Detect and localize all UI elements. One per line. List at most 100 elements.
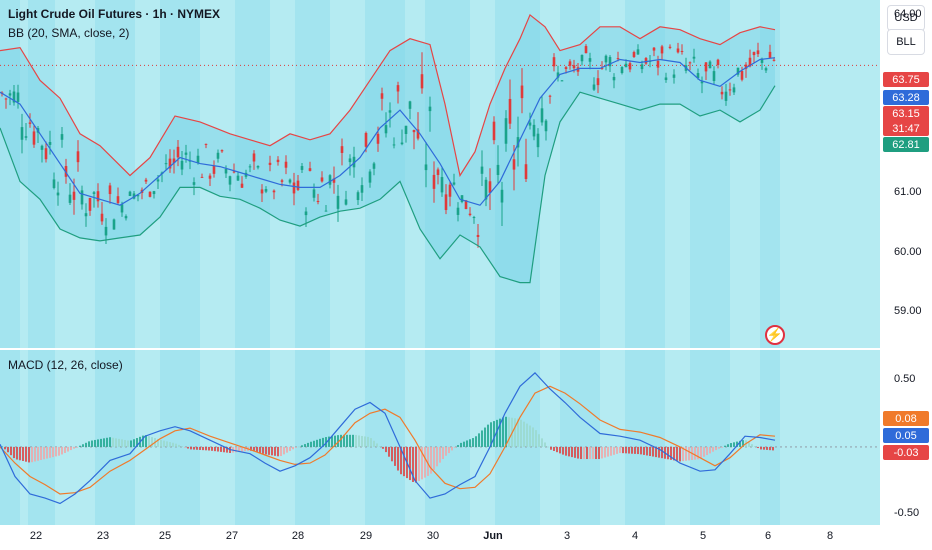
candle-body (548, 95, 552, 97)
candle-body (716, 59, 720, 66)
candle-body (492, 121, 496, 141)
candle-body (604, 55, 608, 63)
macd-histogram-bar (331, 436, 333, 447)
macd-histogram-bar (730, 443, 732, 447)
macd-histogram-bar (712, 446, 714, 452)
macd-histogram-bar (238, 446, 240, 452)
candle-body (20, 127, 24, 140)
macd-histogram-bar (256, 446, 258, 453)
macd-histogram-bar (460, 442, 462, 447)
macd-histogram-bar (352, 434, 354, 447)
macd-histogram-bar (376, 443, 378, 447)
candle-body (300, 166, 304, 170)
macd-histogram-bar (505, 416, 507, 447)
macd-histogram-bar (121, 439, 123, 447)
candle-body (704, 62, 708, 72)
candle-body (376, 133, 380, 144)
candle-body (184, 152, 188, 155)
candle-body (352, 156, 356, 168)
candle-body (68, 194, 72, 203)
macd-histogram-bar (100, 438, 102, 447)
candle-body (256, 165, 260, 168)
macd-histogram-bar (757, 446, 759, 449)
macd-histogram-bar (37, 446, 39, 461)
macd-histogram-bar (358, 435, 360, 447)
macd-histogram-bar (427, 446, 429, 476)
candle-body (724, 91, 728, 101)
candle-body (152, 191, 156, 195)
macd-histogram-bar (481, 430, 483, 447)
time-tick: 27 (225, 530, 239, 542)
candle-body (372, 163, 376, 169)
candle-body (280, 180, 284, 182)
candle-body (748, 57, 752, 67)
candle-body (464, 200, 468, 210)
macd-histogram-bar (439, 446, 441, 463)
candle-body (204, 143, 208, 145)
macd-histogram-bar (604, 446, 606, 458)
time-tick: 28 (291, 530, 305, 542)
candle-body (132, 193, 136, 199)
macd-histogram-bar (742, 440, 744, 447)
candle-body (76, 151, 80, 163)
candle-body (656, 60, 660, 68)
candle-body (32, 131, 36, 145)
macd-histogram-bar (19, 446, 21, 461)
candle-body (772, 59, 776, 61)
macd-histogram-bar (361, 435, 363, 447)
bb-lower-tag: 62.81 (883, 137, 929, 152)
macd-histogram-bar (367, 436, 369, 447)
macd-histogram-bar (409, 446, 411, 481)
candle-body (712, 71, 716, 82)
macd-histogram-bar (472, 438, 474, 447)
candle-body (48, 141, 52, 145)
macd-histogram-bar (469, 439, 471, 447)
macd-histogram-bar (634, 446, 636, 454)
candle-body (532, 124, 536, 137)
candle-body (108, 185, 112, 195)
unit-button[interactable]: BLL (887, 29, 925, 55)
macd-histogram-bar (103, 438, 105, 447)
macd-histogram-bar (307, 442, 309, 447)
bb-legend[interactable]: BB (20, SMA, close, 2) (8, 26, 130, 40)
candle-body (276, 159, 280, 163)
macd-histogram-bar (565, 446, 567, 456)
macd-histogram-bar (211, 446, 213, 451)
macd-histogram-bar (187, 446, 189, 449)
macd-histogram-bar (568, 446, 570, 457)
candle-body (452, 182, 456, 185)
bb-lower-line (0, 85, 776, 284)
macd-histogram-bar (718, 446, 720, 449)
candle-body (312, 189, 316, 198)
macd-legend[interactable]: MACD (12, 26, close) (8, 358, 123, 372)
candle-body (52, 179, 56, 188)
candle-body (404, 125, 408, 134)
macd-histogram-bar (145, 435, 147, 447)
macd-histogram-bar (268, 446, 270, 455)
candle-body (260, 189, 264, 194)
macd-histogram-bar (379, 446, 381, 447)
macd-histogram-bar (4, 446, 6, 450)
macd-histogram-bar (304, 444, 306, 447)
signal-tag: 0.08 (883, 411, 929, 426)
macd-histogram-bar (553, 446, 555, 451)
macd-histogram-bar (697, 446, 699, 460)
lightning-icon[interactable]: ⚡ (765, 325, 785, 345)
candle-body (652, 47, 656, 51)
macd-histogram-bar (721, 446, 723, 448)
session-band (160, 0, 200, 525)
macd-histogram-bar (466, 440, 468, 447)
candle-body (624, 63, 628, 68)
macd-histogram-bar (271, 446, 273, 456)
candle-body (232, 171, 236, 173)
macd-histogram-bar (169, 442, 171, 447)
candle-body (292, 182, 296, 194)
macd-histogram-bar (319, 438, 321, 447)
candle-body (692, 56, 696, 59)
candle-body (732, 87, 736, 93)
macd-histogram-bar (520, 419, 522, 447)
candle-body (472, 217, 476, 219)
candle-body (552, 57, 556, 67)
symbol-legend[interactable]: Light Crude Oil Futures · 1h · NYMEX (8, 7, 221, 21)
